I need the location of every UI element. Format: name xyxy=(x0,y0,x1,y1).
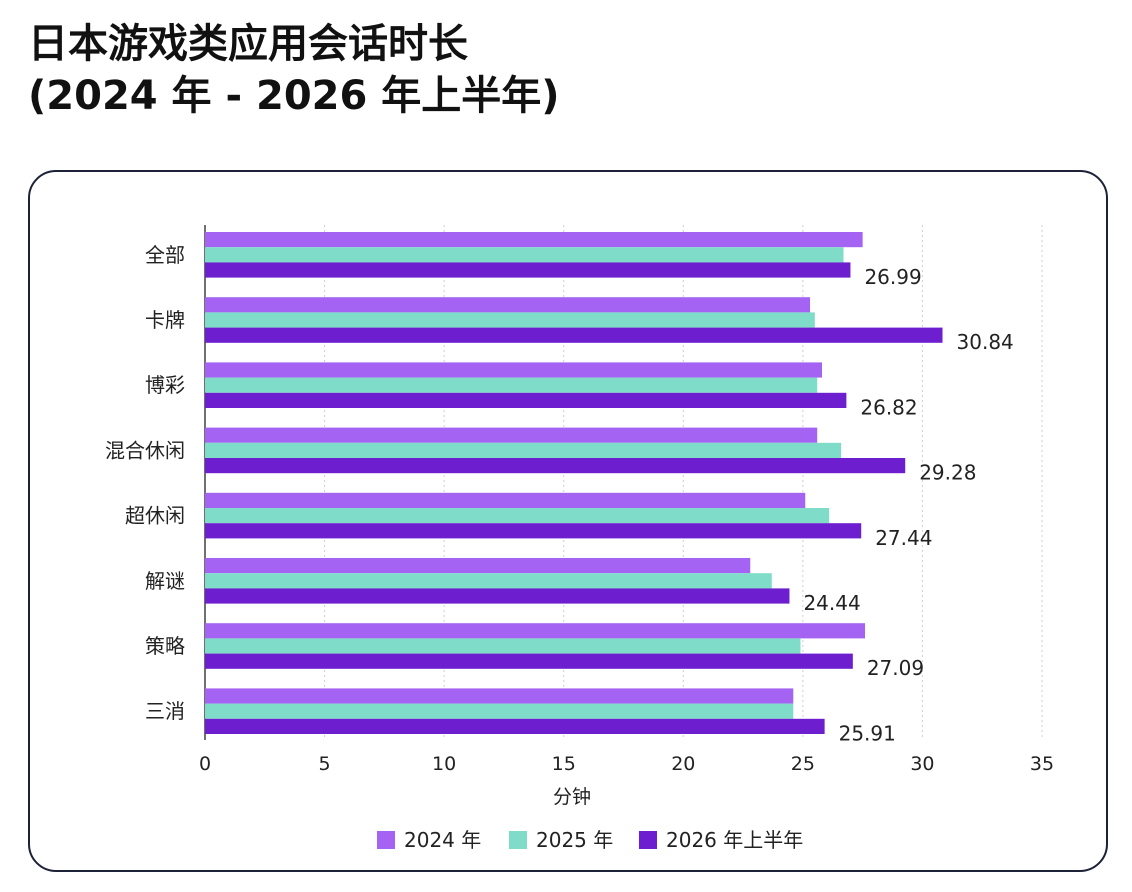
data-label: 26.82 xyxy=(860,395,917,419)
bar xyxy=(205,377,818,393)
bar xyxy=(205,232,863,248)
bar xyxy=(205,623,866,639)
bar xyxy=(205,558,751,574)
bar xyxy=(205,653,853,669)
legend-swatch xyxy=(639,831,657,849)
x-tick-label: 15 xyxy=(552,753,576,775)
bar xyxy=(205,492,806,508)
category-label: 三消 xyxy=(145,699,185,723)
x-tick-label: 0 xyxy=(199,753,211,775)
chart-title-line2: (2024 年 - 2026 年上半年) xyxy=(28,73,560,119)
data-label: 27.09 xyxy=(867,656,924,680)
data-label: 25.91 xyxy=(839,721,896,745)
bar xyxy=(205,508,830,524)
legend-label: 2024 年 xyxy=(404,828,481,852)
category-label: 全部 xyxy=(145,243,185,267)
bar xyxy=(205,718,825,734)
legend: 2024 年 2025 年 2026 年上半年 xyxy=(377,828,803,852)
bar xyxy=(205,247,844,263)
bar xyxy=(205,638,801,654)
x-tick-label: 5 xyxy=(319,753,331,775)
data-label: 29.28 xyxy=(919,461,976,485)
data-label: 27.44 xyxy=(875,526,932,550)
bar xyxy=(205,327,943,343)
category-label: 策略 xyxy=(145,634,185,658)
x-axis-title: 分钟 xyxy=(553,786,591,808)
bar xyxy=(205,458,906,474)
bar xyxy=(205,392,847,408)
bar xyxy=(205,703,794,719)
bar xyxy=(205,262,851,278)
x-tick-label: 10 xyxy=(432,753,456,775)
bar xyxy=(205,573,772,589)
data-label: 26.99 xyxy=(864,265,921,289)
bar xyxy=(205,312,815,328)
chart-title: 日本游戏类应用会话时长 (2024 年 - 2026 年上半年) xyxy=(28,18,560,122)
bar xyxy=(205,442,842,458)
bar xyxy=(205,523,862,539)
bar xyxy=(205,427,818,443)
x-tick-label: 25 xyxy=(791,753,815,775)
bars xyxy=(205,232,943,734)
x-tick-label: 30 xyxy=(910,753,934,775)
bar xyxy=(205,362,822,378)
x-tick-label: 20 xyxy=(671,753,695,775)
category-label: 超休闲 xyxy=(125,504,185,528)
data-label: 24.44 xyxy=(803,591,860,615)
data-label: 30.84 xyxy=(957,330,1014,354)
legend-swatch xyxy=(509,831,527,849)
legend-label: 2025 年 xyxy=(536,828,613,852)
legend-label: 2026 年上半年 xyxy=(666,828,803,852)
bar xyxy=(205,297,811,313)
category-label: 解谜 xyxy=(145,569,185,593)
labels: 0 5 10 15 20 25 30 35 全部 26.99 卡牌 30.84 博彩 26.82 混合休闲 2… xyxy=(105,243,1054,775)
bar xyxy=(205,688,794,704)
x-tick-label: 35 xyxy=(1030,753,1054,775)
chart-title-line1: 日本游戏类应用会话时长 xyxy=(28,21,468,67)
legend-swatch xyxy=(377,831,395,849)
category-label: 卡牌 xyxy=(145,308,185,332)
category-label: 博彩 xyxy=(145,373,185,397)
bar xyxy=(205,588,790,604)
category-label: 混合休闲 xyxy=(105,438,185,462)
